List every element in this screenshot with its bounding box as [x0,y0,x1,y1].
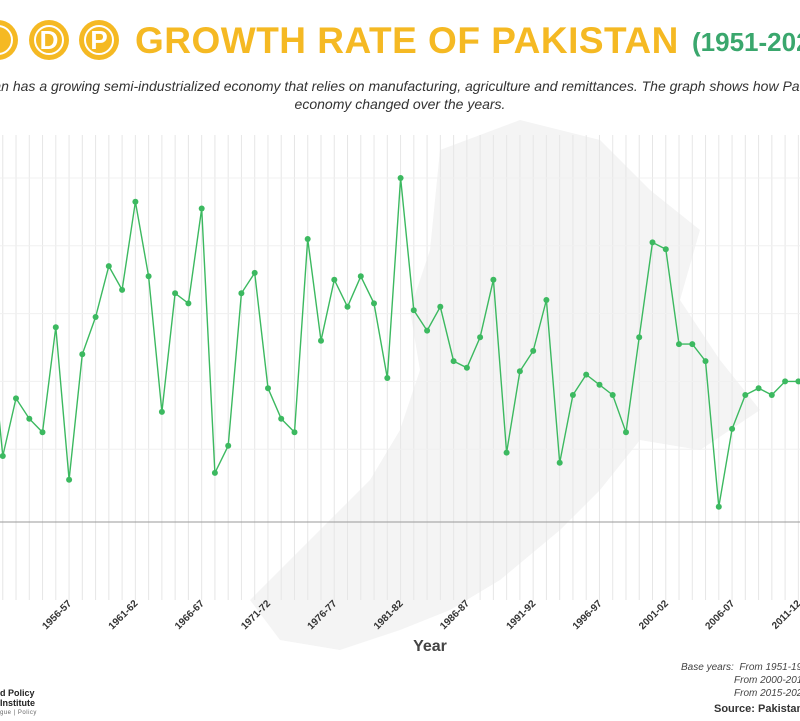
x-tick-label: 2006-07 [703,598,737,632]
subtitle-line-2: economy changed over the years. [294,96,506,112]
x-tick-label: 2011-12 [770,598,800,632]
data-point [503,449,510,456]
data-point [477,334,484,341]
data-point [410,307,417,314]
x-tick-labels: 1956-57 1961-62 1966-67 1971-72 1976-77 1981-… [40,598,800,632]
data-point [437,303,444,310]
logo-letter-1 [0,20,18,60]
x-tick-label: 1956-57 [40,598,74,632]
data-point [172,290,179,297]
data-point [596,381,603,388]
data-point [715,503,722,510]
data-point [662,246,669,253]
source-note: Source: Pakistan [714,703,800,715]
data-point [702,358,709,365]
institute-logo-text: d Policy Institute gue | Policy [0,688,37,718]
x-tick-label: 1991-92 [505,598,539,632]
data-point [238,290,245,297]
data-point [225,442,232,449]
data-point [782,378,789,385]
data-point [331,276,338,283]
grid-lines [0,135,800,600]
data-point [198,205,205,212]
data-point [729,425,736,432]
data-point [132,198,139,205]
year-range: (1951-202 [692,27,800,57]
data-point [105,263,112,270]
data-point [304,236,311,242]
x-tick-label: 1981-82 [372,598,406,632]
base-years-label: Base years: [681,662,734,673]
data-point [145,273,152,280]
data-point [516,368,523,375]
chart-subtitle: an has a growing semi-industrialized eco… [0,77,800,113]
x-tick-label: 1976-77 [306,598,340,632]
logo-letter-2: D [29,20,69,60]
base-year-1: From 1951-199 [739,662,800,673]
data-point [768,392,775,398]
header: D P GROWTH RATE OF PAKISTAN (1951-202 [0,0,800,70]
data-point [211,469,218,476]
data-point [795,378,800,385]
data-point [676,341,682,348]
data-point [450,358,457,365]
data-point [158,408,165,415]
data-point [0,453,6,459]
x-tick-label: 1996-97 [571,598,605,632]
data-point [397,175,404,181]
x-tick-label: 2001-02 [637,598,671,632]
data-point [79,351,86,358]
x-tick-label: 1961-62 [107,598,141,632]
logo-letter-3: P [79,20,119,60]
data-point [66,476,73,483]
x-tick-label: 1986-87 [438,598,472,632]
institute-line-1: d Policy [0,688,35,698]
data-point [530,347,537,354]
data-point [13,395,19,402]
data-point [755,385,762,392]
data-point [569,392,576,398]
data-point [39,429,46,436]
data-point [52,324,59,331]
data-point [543,297,550,303]
data-point [185,300,192,307]
data-point [583,371,590,378]
data-point [636,334,643,341]
data-point [318,337,324,344]
data-point [424,327,431,334]
data-point [251,269,258,276]
institute-tagline: gue | Policy [0,710,37,716]
base-year-2: From 2000-201 [734,675,800,686]
data-point [742,392,749,398]
data-point [623,429,629,436]
data-point [357,273,364,280]
x-axis-label: Year [413,638,447,655]
x-tick-label: 1966-67 [173,598,207,632]
data-points [0,175,800,510]
data-point [26,415,33,422]
data-point [463,364,470,371]
page-title: GROWTH RATE OF PAKISTAN [135,20,679,61]
data-point [119,286,126,293]
data-point [649,239,656,246]
institute-line-2: Institute [0,698,35,708]
data-point [265,385,271,392]
data-point [609,392,616,398]
data-point [689,341,696,348]
subtitle-line-1: an has a growing semi-industrialized eco… [0,78,800,94]
data-point [92,314,99,320]
data-point [384,375,391,381]
data-point [371,300,377,307]
data-point [291,429,298,436]
base-years-note: Base years: From 1951-199 From 2000-201 … [681,661,800,700]
x-tick-label: 1971-72 [239,598,273,632]
base-year-3: From 2015-202 [734,688,800,699]
data-point [344,303,351,310]
data-point [556,459,563,466]
data-point [490,276,497,283]
data-point [278,415,285,422]
